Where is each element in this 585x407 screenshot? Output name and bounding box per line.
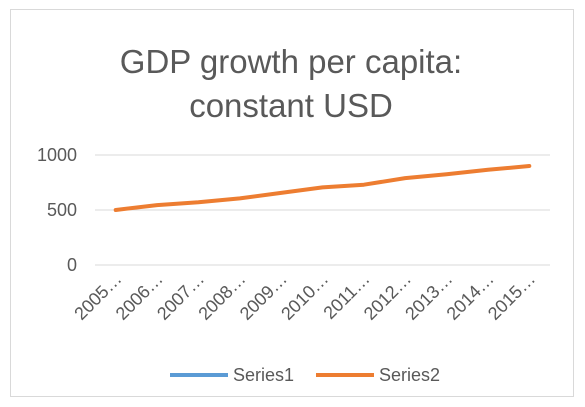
- x-tick-label: 2015…: [484, 269, 539, 324]
- y-axis-tick-labels: 0 500 1000: [37, 145, 77, 275]
- y-tick-label: 500: [47, 200, 77, 220]
- y-tick-label: 1000: [37, 145, 77, 165]
- legend-label-series2: Series2: [379, 365, 440, 385]
- series-line-2: [113, 164, 532, 212]
- y-tick-label: 0: [67, 255, 77, 275]
- x-tick-label: 2010…: [277, 269, 332, 324]
- legend: Series1 Series2: [170, 365, 440, 385]
- legend-label-series1: Series1: [233, 365, 294, 385]
- chart-title-line-2: constant USD: [189, 87, 393, 124]
- x-axis-tick-labels: 2005…2006…2007…2008…2009…2010…2011…2012……: [70, 269, 539, 324]
- gridlines: [95, 154, 550, 266]
- chart-frame: [10, 9, 574, 397]
- series-lines: [113, 164, 532, 212]
- chart-title-line-1: GDP growth per capita:: [120, 43, 462, 80]
